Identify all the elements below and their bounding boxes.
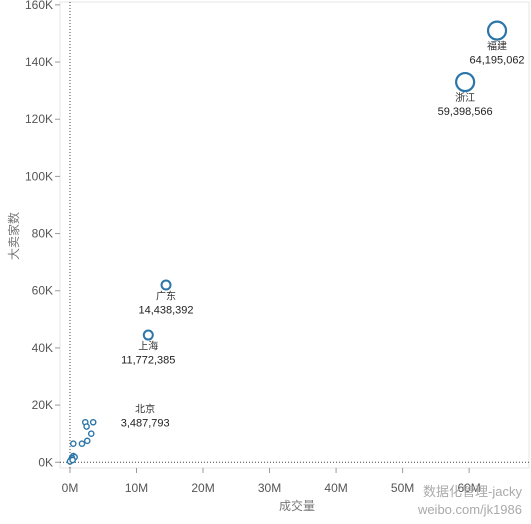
y-tick-label: 80K	[32, 227, 53, 241]
x-tick-label: 40M	[324, 481, 347, 495]
y-tick-label: 60K	[32, 284, 53, 298]
data-point	[83, 437, 91, 445]
x-tick-label: 10M	[125, 481, 148, 495]
point-name-label: 福建	[487, 40, 507, 53]
x-tick-label: 30M	[258, 481, 281, 495]
data-labels: 福建 64,195,062 浙江 59,398,566 广东 14,438,392 上海 11…	[121, 40, 525, 430]
x-tick-label: 0M	[62, 481, 79, 495]
y-tick-label: 100K	[25, 169, 53, 183]
data-point-4	[89, 418, 97, 426]
data-point	[69, 456, 76, 464]
y-axis-title: 大卖家数	[6, 212, 21, 260]
x-tick-label: 60M	[457, 481, 480, 495]
point-name-label: 上海	[138, 340, 158, 353]
data-point-0	[486, 20, 508, 41]
plot-frame	[59, 1, 530, 469]
y-tick-label: 140K	[25, 55, 53, 69]
y-tick-label: 0K	[38, 455, 53, 469]
x-tick-label: 50M	[391, 481, 414, 495]
point-name-label: 广东	[156, 290, 176, 303]
y-tick-label: 40K	[32, 341, 53, 355]
y-tick-label: 160K	[25, 0, 53, 12]
data-point	[78, 440, 86, 447]
point-value-label: 59,398,566	[438, 106, 493, 118]
data-point	[70, 440, 77, 447]
x-axis-title: 成交量	[279, 498, 315, 513]
point-value-label: 3,487,793	[121, 417, 170, 429]
point-value-label: 11,772,385	[121, 355, 175, 367]
data-point	[83, 423, 90, 430]
data-point	[87, 430, 95, 437]
reference-lines	[60, 2, 529, 468]
y-tick-label: 20K	[32, 398, 53, 412]
data-point-3	[142, 329, 154, 341]
y-tick-label: 120K	[25, 112, 53, 126]
y-axis: 0K 20K 40K 60K 80K 100K 120K 140K 160K	[25, 0, 60, 469]
data-point-2	[160, 279, 172, 291]
point-name-label: 北京	[135, 402, 155, 415]
data-points	[66, 20, 508, 465]
x-axis: 0M 10M 20M 30M 40M 50M 60M	[62, 468, 481, 495]
watermark-line2: weibo.com/jk1986	[417, 502, 522, 517]
point-name-label: 浙江	[455, 92, 475, 104]
point-value-label: 14,438,392	[138, 305, 193, 317]
x-tick-label: 20M	[191, 481, 214, 495]
point-value-label: 64,195,062	[470, 55, 525, 67]
watermark-line1: 数据化管理-jacky	[423, 484, 522, 499]
data-point-1	[455, 71, 476, 93]
